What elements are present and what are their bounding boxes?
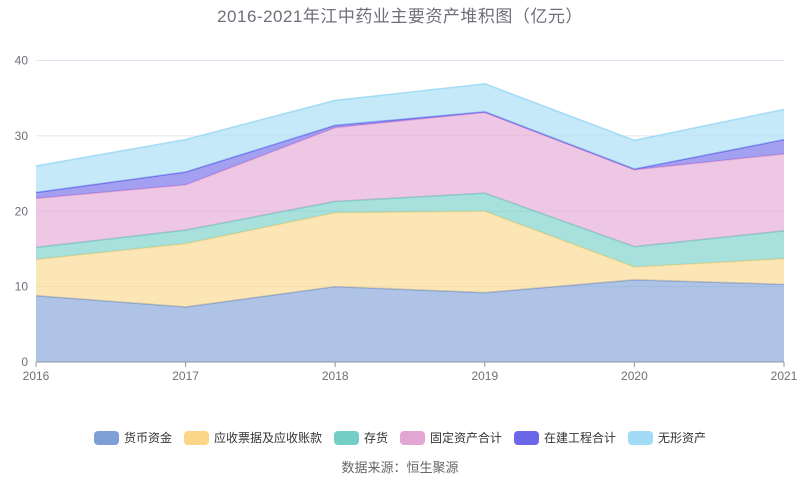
legend-item-construction-in-progress[interactable]: 在建工程合计 — [514, 431, 616, 445]
legend-swatch-cash — [93, 431, 119, 445]
stacked-area-chart[interactable]: 0 10 20 30 40 2016 2017 2018 2019 2020 2021 — [0, 0, 800, 400]
legend-swatch-inventory — [333, 431, 359, 445]
legend-swatch-construction-in-progress — [514, 431, 540, 445]
area-series-1 — [36, 211, 784, 307]
x-axis-label-2018: 2018 — [322, 369, 349, 383]
legend-item-inventory[interactable]: 存货 — [333, 431, 388, 445]
legend-item-cash[interactable]: 货币资金 — [93, 431, 172, 445]
y-axis-label-10: 10 — [15, 280, 29, 294]
line-series-0 — [35, 279, 785, 308]
legend-label-cash: 货币资金 — [123, 431, 172, 445]
area-series-3 — [36, 112, 784, 248]
data-source-note: 数据来源：恒生聚源 — [341, 460, 459, 475]
legend-label-construction-in-progress: 在建工程合计 — [544, 431, 617, 445]
y-axis-label-30: 30 — [15, 129, 29, 143]
area-series-5 — [36, 83, 784, 193]
legend-swatch-fixed-assets — [400, 431, 425, 445]
line-series-5 — [35, 83, 785, 167]
legend-label-fixed-assets: 固定资产合计 — [430, 431, 503, 445]
area-series-2 — [36, 193, 784, 268]
chart-legend: 货币资金 应收票据及应收账款 存货 固定资产合计 在建工程合计 无形资产 — [0, 431, 800, 445]
x-axis-label-2016: 2016 — [23, 369, 50, 383]
legend-item-fixed-assets[interactable]: 固定资产合计 — [400, 431, 502, 445]
legend-label-receivables: 应收票据及应收账款 — [213, 431, 322, 445]
chart-title: 2016-2021年江中药业主要资产堆积图（亿元） — [217, 7, 583, 26]
area-series-4 — [36, 111, 784, 199]
x-axis-label-2017: 2017 — [172, 369, 199, 383]
y-axis-label-0: 0 — [21, 355, 28, 369]
x-axis-label-2020: 2020 — [621, 369, 648, 383]
legend-swatch-intangible-assets — [628, 431, 654, 445]
y-axis-label-40: 40 — [15, 54, 29, 68]
legend-swatch-receivables — [183, 431, 209, 445]
y-axis-label-20: 20 — [15, 204, 29, 218]
legend-label-intangible-assets: 无形资产 — [658, 431, 707, 445]
legend-item-intangible-assets[interactable]: 无形资产 — [628, 431, 706, 445]
x-axis-label-2019: 2019 — [471, 369, 498, 383]
legend-item-receivables[interactable]: 应收票据及应收账款 — [183, 431, 322, 445]
area-series-0 — [36, 279, 784, 362]
legend-label-inventory: 存货 — [363, 431, 388, 445]
x-axis-label-2021: 2021 — [771, 369, 798, 383]
